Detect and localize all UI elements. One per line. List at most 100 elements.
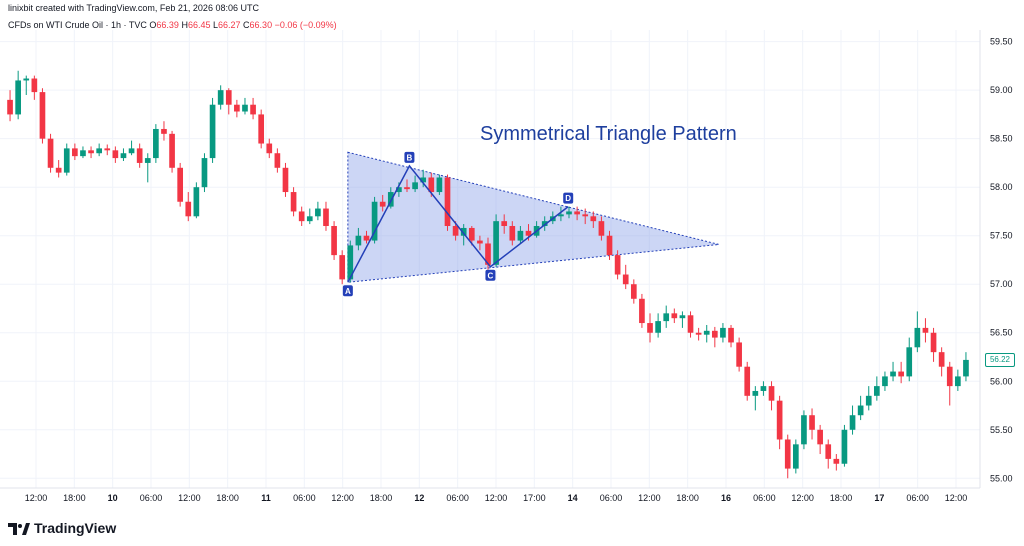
pattern-point-c-badge[interactable] <box>485 269 496 281</box>
candle-body <box>890 371 896 377</box>
time-tick-label: 12:00 <box>638 493 661 503</box>
triangle-area[interactable] <box>347 151 719 283</box>
candle-body <box>185 201 192 217</box>
candle-body <box>946 366 953 387</box>
ohlc-open-label: O <box>149 20 157 30</box>
ohlc-high-label: H <box>181 20 188 30</box>
candles <box>7 70 969 479</box>
candle-body <box>298 211 305 222</box>
candle-body <box>914 327 921 348</box>
candle-body <box>201 158 208 188</box>
candle-body <box>501 221 508 227</box>
pattern-labels[interactable]: A B C D <box>342 151 574 297</box>
time-tick-label: 12:00 <box>331 493 354 503</box>
candle-body <box>136 148 143 163</box>
candle-body <box>882 376 888 387</box>
candle-body <box>404 187 410 190</box>
candle-body <box>153 128 159 159</box>
candle-body <box>493 221 499 265</box>
candle-body <box>169 133 175 168</box>
candle-body <box>930 332 937 353</box>
candle-body <box>412 182 418 190</box>
price-tick-label: 59.00 <box>990 85 1013 95</box>
candle-body <box>436 177 443 193</box>
candle-body <box>39 92 46 139</box>
candle-body <box>290 192 297 212</box>
price-tick-label: 55.50 <box>990 425 1013 435</box>
candle-body <box>801 415 807 445</box>
pattern-point-a-badge[interactable] <box>342 285 353 297</box>
candle-body <box>47 138 54 168</box>
ohlc-close-label: C <box>243 20 250 30</box>
candle-body <box>598 221 605 236</box>
candle-body <box>647 323 653 333</box>
pattern-point-label: C <box>488 271 494 280</box>
candle-body <box>541 221 548 227</box>
candle-body <box>703 330 710 335</box>
price-tick-label: 57.00 <box>990 279 1013 289</box>
time-tick-label: 12:00 <box>791 493 814 503</box>
time-tick-label: 06:00 <box>600 493 623 503</box>
abcd-zigzag[interactable] <box>347 164 569 283</box>
symbol-legend: CFDs on WTI Crude Oil · 1h · TVC O66.39 … <box>8 20 337 30</box>
candle-body <box>679 315 686 319</box>
candle-body <box>841 429 848 464</box>
pattern-point-b-badge[interactable] <box>404 151 415 163</box>
candle-body <box>776 400 783 440</box>
price-axis[interactable]: 59.50 59.00 58.50 58.00 57.50 57.00 56.50 56.00… <box>990 37 1013 484</box>
time-tick-label: 18:00 <box>370 493 393 503</box>
time-tick-label: 12:00 <box>485 493 508 503</box>
candle-body <box>266 143 273 154</box>
candle-body <box>209 104 216 159</box>
candle-body <box>161 128 167 134</box>
candle-body <box>306 216 313 222</box>
time-tick-label: 12:00 <box>178 493 201 503</box>
candle-body <box>963 359 969 377</box>
price-tick-label: 57.50 <box>990 231 1013 241</box>
pattern-lines[interactable] <box>347 164 569 283</box>
candle-body <box>112 150 119 159</box>
tradingview-logo[interactable]: TradingView <box>8 518 116 538</box>
candle-body <box>128 148 135 154</box>
time-tick-label: 17 <box>874 493 884 503</box>
candle-body <box>225 90 232 105</box>
candle-body <box>193 187 200 217</box>
candle-body <box>509 226 516 241</box>
candle-body <box>525 230 532 236</box>
pattern-point-d-badge[interactable] <box>563 192 574 204</box>
time-axis[interactable]: 12:00 18:00 10 06:00 12:00 18:00 11 06:00 12:00 1… <box>25 493 968 503</box>
candle-body <box>339 255 346 280</box>
candle-body <box>452 226 459 236</box>
candle-body <box>784 439 791 469</box>
candle-body <box>72 148 78 157</box>
time-tick-label: 18:00 <box>676 493 699 503</box>
symbol-name: CFDs on WTI Crude Oil · 1h · TVC <box>8 20 147 30</box>
candle-body <box>55 167 62 173</box>
time-tick-label: 12:00 <box>945 493 968 503</box>
candle-body <box>768 386 775 401</box>
grid <box>0 30 980 488</box>
last-price-badge: 56.22 <box>985 352 1015 367</box>
ohlc-close-value: 66.30 <box>249 20 273 30</box>
candle-body <box>517 230 524 241</box>
candle-body <box>728 327 734 343</box>
candle-body <box>217 90 224 105</box>
candle-body <box>242 104 248 112</box>
candle-body <box>144 158 151 163</box>
candle-body <box>387 192 394 207</box>
candle-body <box>396 187 402 193</box>
time-tick-label: 12:00 <box>25 493 48 503</box>
time-tick-label: 18:00 <box>830 493 853 503</box>
time-tick-label: 06:00 <box>906 493 929 503</box>
candle-body <box>849 415 856 430</box>
candle-body <box>574 211 580 215</box>
tradingview-logo-text: TradingView <box>34 520 117 536</box>
triangle-pattern[interactable] <box>347 151 719 283</box>
price-tick-label: 55.00 <box>990 473 1013 483</box>
candle-body <box>120 153 127 159</box>
ohlc-high-value: 66.45 <box>187 20 211 30</box>
candle-body <box>955 376 961 387</box>
candle-body <box>898 371 904 377</box>
candle-body <box>274 153 281 168</box>
